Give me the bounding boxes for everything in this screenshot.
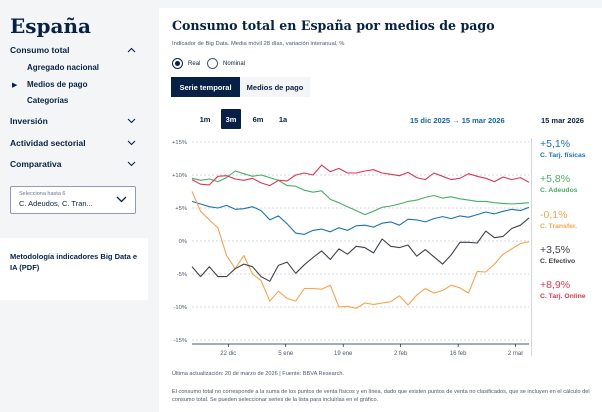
- chevron-down-icon: [127, 116, 136, 126]
- country-title: España: [10, 14, 91, 38]
- sidebar: España Consumo total Agregado nacional ▶…: [0, 0, 148, 412]
- methodology-link[interactable]: Metodología indicadores Big Data e IA (P…: [0, 238, 148, 300]
- legend-item-transfer[interactable]: -0,1% C. Transfer.: [540, 209, 577, 230]
- y-tick-label: +10%: [172, 173, 187, 179]
- tab-serie-temporal[interactable]: Serie temporal: [171, 77, 240, 97]
- chevron-up-icon: [127, 45, 136, 55]
- legend-divider: [531, 138, 532, 356]
- nav-item-agregado-nacional[interactable]: Agregado nacional: [27, 63, 100, 72]
- series-line-c-transfer-: [191, 191, 530, 309]
- y-tick-label: 0%: [179, 239, 187, 245]
- nav-section-actividad-sectorial[interactable]: Actividad sectorial: [10, 138, 136, 148]
- legend-date: 15 mar 2026: [541, 116, 584, 125]
- x-tick-label: 16 feb: [450, 351, 467, 357]
- tab-medios-de-pago[interactable]: Medios de pago: [240, 77, 310, 97]
- range-6m-button[interactable]: 6m: [252, 114, 264, 124]
- x-tick-label: 19 ene: [334, 351, 353, 357]
- series-line-c-tarj-online: [191, 164, 530, 187]
- main-panel: Consumo total en España por medios de pa…: [159, 8, 602, 412]
- nav-section-consumo-total[interactable]: Consumo total: [10, 45, 136, 55]
- nav-section-label: Inversión: [10, 116, 48, 126]
- series-line-c-tarj-f-sicas: [191, 200, 530, 235]
- footnote-update: Última actualización: 20 de marzo de 202…: [172, 371, 345, 377]
- legend-value: +3,5%: [540, 244, 571, 256]
- legend-value: +5,8%: [540, 173, 571, 185]
- radio-label: Real: [188, 60, 201, 67]
- radio-real[interactable]: Real: [172, 58, 200, 69]
- line-chart: +15% +10% +5% 0% -5% -10% -15% 22 dic 5 ene 19 en…: [172, 140, 530, 357]
- legend-value: -0,1%: [540, 209, 568, 221]
- legend-item-adeudos[interactable]: +5,8% C. Adeudos: [540, 173, 578, 194]
- nav-section-inversion[interactable]: Inversión: [10, 116, 136, 126]
- legend-label: C. Efectivo: [540, 258, 576, 265]
- chevron-down-icon: [116, 195, 127, 206]
- series-select-value: C. Adeudos, C. Tran...: [19, 199, 93, 208]
- series-line-c-adeudos: [191, 170, 530, 216]
- legend-label: C. Tarj. Online: [540, 293, 586, 300]
- page-title: Consumo total en España por medios de pa…: [172, 18, 495, 33]
- nav-section-label: Actividad sectorial: [10, 138, 86, 148]
- x-tick-label: 5 ene: [278, 351, 294, 357]
- range-1a-button[interactable]: 1a: [278, 114, 288, 124]
- series-select[interactable]: Selecciona hasta 6 C. Adeudos, C. Tran..…: [10, 186, 136, 214]
- range-1m-button[interactable]: 1m: [199, 114, 211, 124]
- y-tick-label: +15%: [172, 140, 187, 146]
- radio-unchecked-icon: [207, 58, 218, 69]
- radio-nominal[interactable]: Nominal: [207, 58, 245, 69]
- x-tick-label: 2 feb: [394, 351, 408, 357]
- nav-section-label: Comparativa: [10, 159, 62, 169]
- radio-checked-icon: [172, 58, 183, 69]
- x-tick-label: 2 mar: [508, 351, 523, 357]
- nav-item-medios-de-pago[interactable]: Medios de pago: [27, 80, 88, 89]
- legend-label: C. Transfer.: [540, 223, 578, 230]
- range-3m-button[interactable]: 3m: [221, 109, 241, 129]
- y-tick-label: -5%: [177, 272, 187, 278]
- y-tick-label: -15%: [173, 338, 187, 344]
- legend-value: +8,9%: [540, 279, 571, 291]
- legend-item-tarj-online[interactable]: +8,9% C. Tarj. Online: [540, 279, 586, 300]
- radio-label: Nominal: [223, 60, 246, 67]
- series-select-label: Selecciona hasta 6: [19, 191, 66, 197]
- legend-item-tarj-fisicas[interactable]: +5,1% C. Tarj. físicas: [540, 138, 586, 159]
- x-tick-label: 22 dic: [220, 351, 236, 357]
- legend-label: C. Adeudos: [540, 187, 578, 194]
- chevron-down-icon: [127, 138, 136, 148]
- date-range: 15 dic 2025 → 15 mar 2026: [410, 116, 505, 125]
- nav-section-label: Consumo total: [10, 45, 70, 55]
- nav-item-categorias[interactable]: Categorías: [27, 96, 69, 105]
- nav-section-comparativa[interactable]: Comparativa: [10, 159, 136, 169]
- legend-value: +5,1%: [540, 138, 571, 150]
- page-subtitle: Indicador de Big Data. Media móvil 28 dí…: [172, 41, 345, 47]
- series-line-c-efectivo: [191, 217, 530, 282]
- chevron-down-icon: [127, 159, 136, 169]
- legend-label: C. Tarj. físicas: [540, 152, 586, 159]
- active-arrow-icon: ▶: [12, 82, 18, 89]
- footnote-note: El consumo total no corresponde a la sum…: [172, 389, 590, 403]
- y-tick-label: +5%: [175, 206, 187, 212]
- y-tick-label: -10%: [173, 305, 187, 311]
- legend-item-efectivo[interactable]: +3,5% C. Efectivo: [540, 244, 575, 265]
